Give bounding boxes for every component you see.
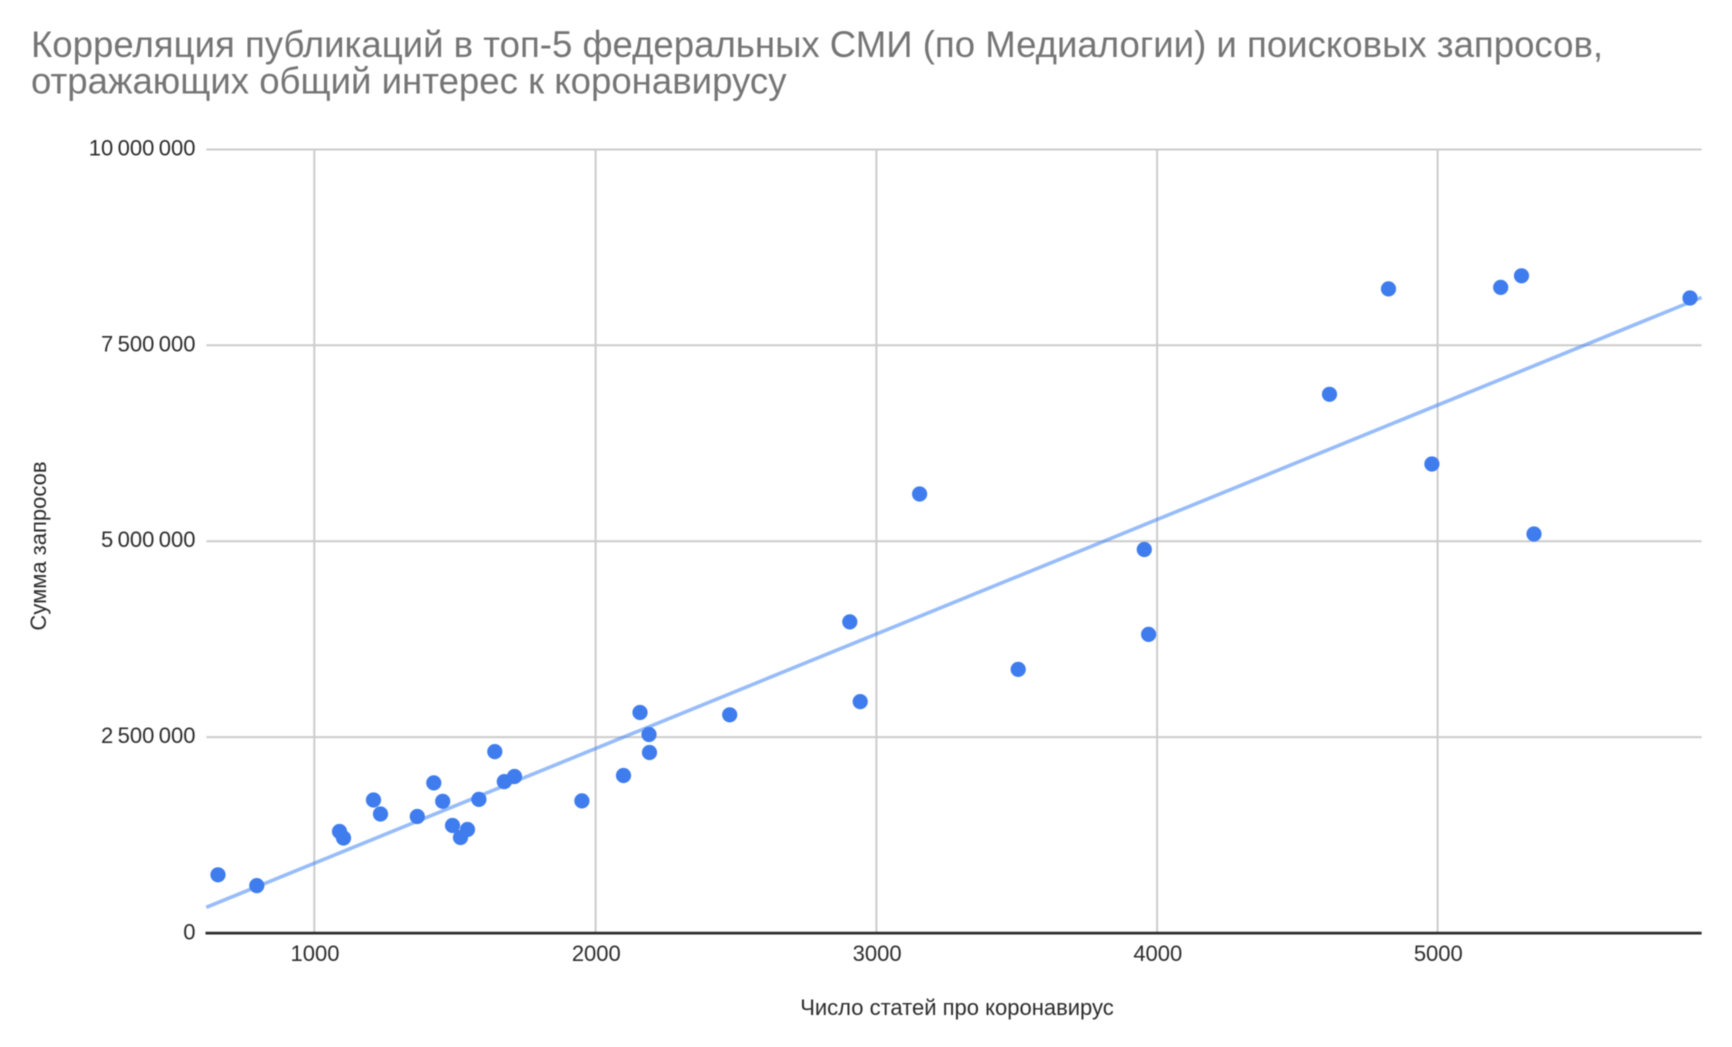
svg-text:Сумма запросов: Сумма запросов bbox=[26, 461, 51, 630]
svg-text:отражающих общий интерес к кор: отражающих общий интерес к коронавирусу bbox=[31, 61, 787, 102]
svg-text:5 000 000: 5 000 000 bbox=[101, 527, 195, 552]
svg-text:Число статей про коронавирус: Число статей про коронавирус bbox=[800, 995, 1114, 1020]
svg-text:3000: 3000 bbox=[853, 941, 902, 966]
svg-text:10 000 000: 10 000 000 bbox=[89, 136, 196, 161]
svg-text:7 500 000: 7 500 000 bbox=[101, 331, 195, 356]
svg-text:0: 0 bbox=[183, 920, 195, 945]
svg-text:1000: 1000 bbox=[291, 941, 340, 966]
svg-text:4000: 4000 bbox=[1133, 941, 1182, 966]
svg-text:5000: 5000 bbox=[1414, 941, 1463, 966]
svg-text:2000: 2000 bbox=[572, 941, 621, 966]
svg-text:Корреляция публикаций в топ-5: Корреляция публикаций в топ-5 федеральны… bbox=[31, 24, 1603, 65]
svg-text:2 500 000: 2 500 000 bbox=[101, 723, 195, 748]
